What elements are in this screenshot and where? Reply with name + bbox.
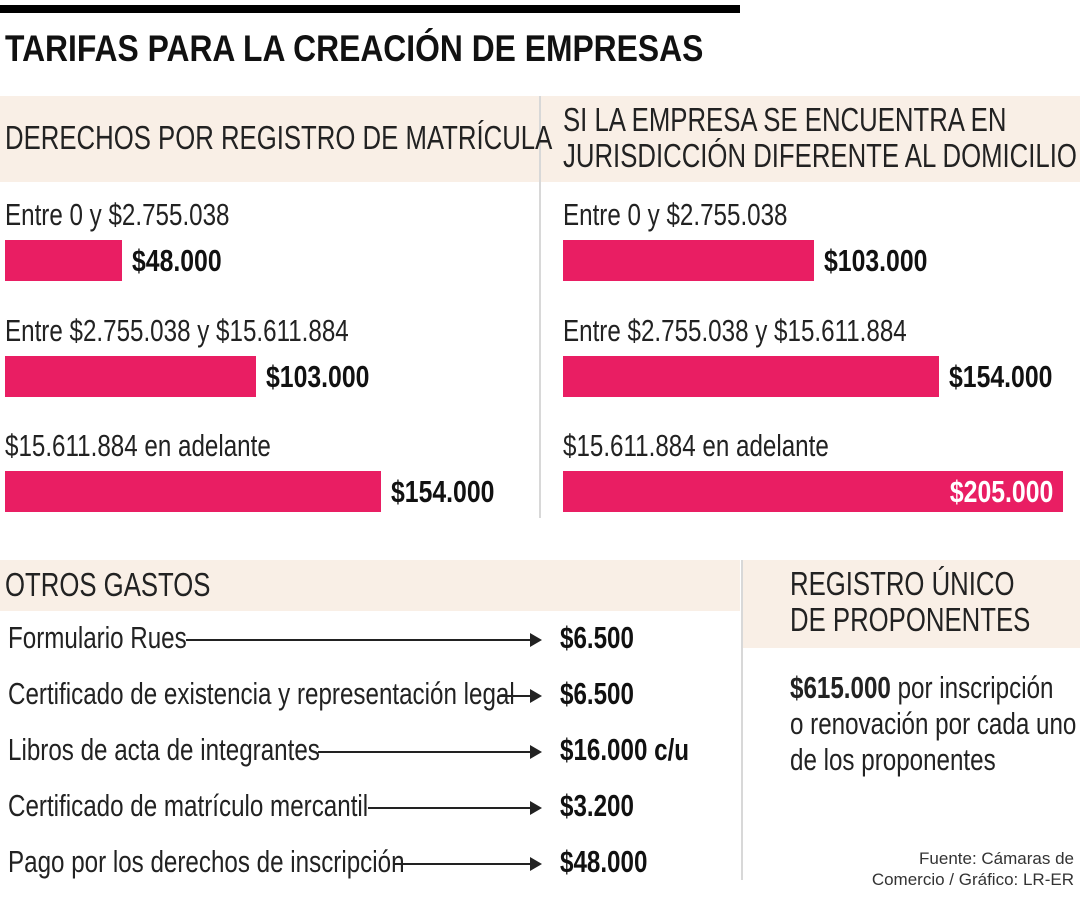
gasto-value: $3.200 <box>560 788 634 823</box>
section-divider <box>741 560 743 880</box>
value-label: $205.000 <box>949 474 1053 509</box>
gasto-label: Certificado de existencia y representaci… <box>8 676 515 711</box>
rup-description: $615.000 por inscripción o renovación po… <box>790 670 1077 777</box>
category-label: Entre $2.755.038 y $15.611.884 <box>5 313 349 348</box>
rup-band <box>743 560 1080 648</box>
arrow-icon <box>393 857 542 871</box>
gasto-label: Formulario Rues <box>8 620 187 655</box>
title-text: TARIFAS PARA LA CREACIÓN DE EMPRESAS <box>5 28 704 69</box>
category-label: Entre $2.755.038 y $15.611.884 <box>563 313 907 348</box>
otros-gastos-title: OTROS GASTOS <box>5 566 211 603</box>
chart-1-title: DERECHOS POR REGISTRO DE MATRÍCULA <box>5 119 553 156</box>
value-label: $154.000 <box>390 474 495 509</box>
value-label: $154.000 <box>948 359 1053 394</box>
rup-title: REGISTRO ÚNICO DE PROPONENTES <box>790 565 1031 638</box>
bar <box>563 356 939 397</box>
value-label: $48.000 <box>132 243 222 278</box>
bar <box>563 240 815 281</box>
category-label: Entre 0 y $2.755.038 <box>5 197 230 232</box>
value-label: $103.000 <box>824 243 928 278</box>
bar <box>563 471 1063 512</box>
category-label: $15.611.884 en adelante <box>563 428 829 463</box>
arrow-icon <box>368 801 542 815</box>
gasto-value: $16.000 c/u <box>560 732 690 767</box>
gasto-value: $6.500 <box>560 620 634 655</box>
arrow-icon <box>186 633 542 647</box>
gasto-value: $48.000 <box>560 844 648 879</box>
gasto-value: $6.500 <box>560 676 634 711</box>
gasto-label: Pago por los derechos de inscripción <box>8 844 405 879</box>
bar <box>5 471 381 512</box>
category-label: $15.611.884 en adelante <box>5 428 271 463</box>
rup-amount: $615.000 <box>790 670 891 705</box>
arrow-icon <box>318 745 542 759</box>
otros-gastos-band <box>0 560 740 611</box>
bar <box>5 240 123 281</box>
arrow-icon <box>500 689 542 703</box>
gasto-label: Certificado de matrículo mercantil <box>8 788 369 823</box>
source-note: Fuente: Cámaras de Comercio / Gráfico: L… <box>871 849 1074 889</box>
page-title: TARIFAS PARA LA CREACIÓN DE EMPRESAS <box>5 28 817 70</box>
bar <box>5 356 257 397</box>
column-divider <box>539 96 541 518</box>
top-rule <box>0 5 740 13</box>
gasto-label: Libros de acta de integrantes <box>8 732 320 767</box>
category-label: Entre 0 y $2.755.038 <box>563 197 788 232</box>
value-label: $103.000 <box>266 359 370 394</box>
chart-2-title: SI LA EMPRESA SE ENCUENTRA EN JURISDICCI… <box>563 101 1077 174</box>
